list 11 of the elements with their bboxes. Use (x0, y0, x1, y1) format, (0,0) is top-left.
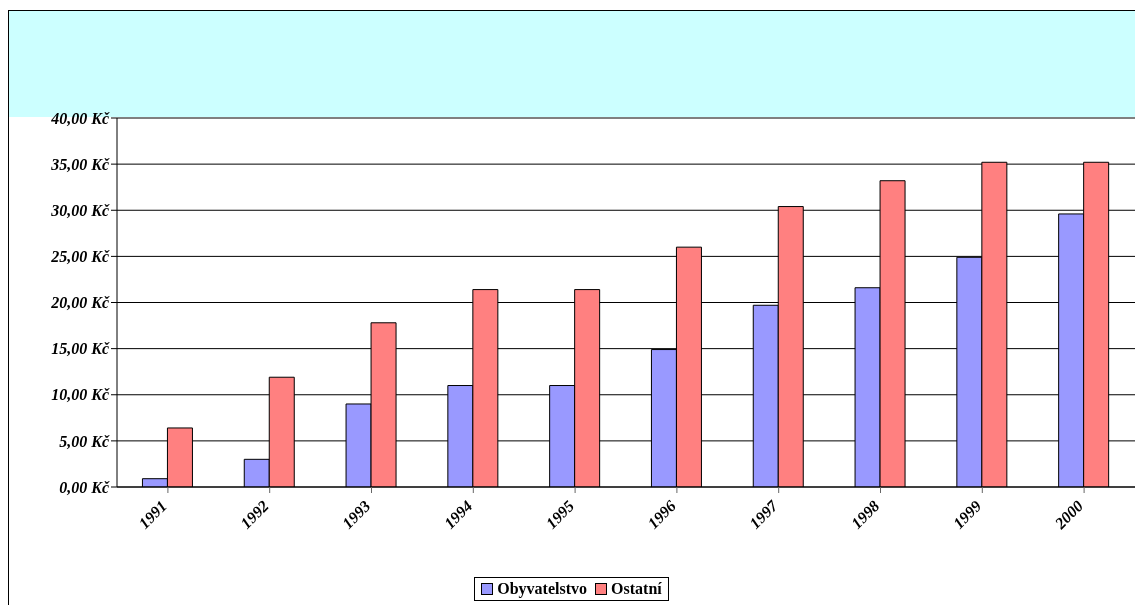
y-tick-label: 5,00 Kč (59, 432, 110, 450)
y-tick-label: 35,00 Kč (50, 155, 110, 173)
legend-label: Ostatní (610, 580, 662, 598)
y-tick-label: 40,00 Kč (50, 109, 110, 127)
legend-label: Obyvatelstvo (496, 580, 588, 598)
y-tick-label: 0,00 Kč (59, 478, 110, 496)
y-tick-label: 30,00 Kč (50, 201, 110, 219)
y-tick-label: 20,00 Kč (50, 294, 110, 312)
y-tick-label: 15,00 Kč (51, 340, 110, 358)
y-tick-label: 10,00 Kč (51, 386, 110, 404)
y-tick-label: 25,00 Kč (50, 248, 110, 266)
